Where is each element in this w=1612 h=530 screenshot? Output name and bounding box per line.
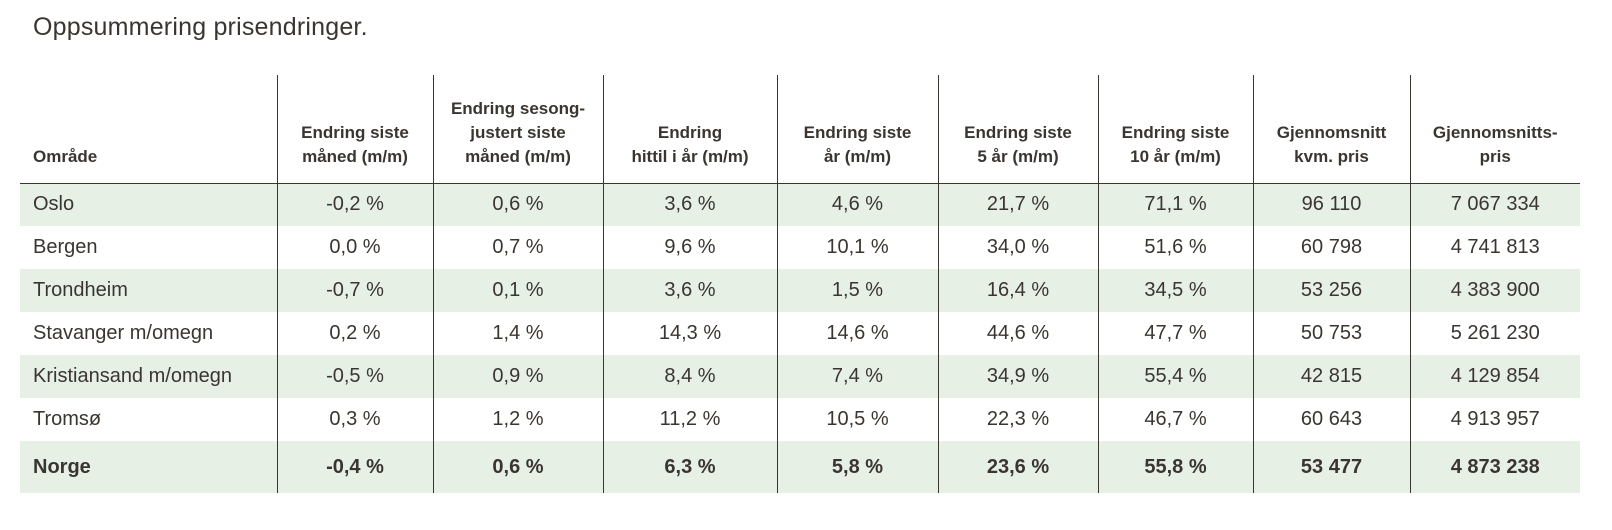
area-cell: Norge [20, 441, 277, 493]
value-cell: 4 913 957 [1409, 398, 1580, 441]
value-cell: -0,5 % [276, 355, 433, 398]
value-cell: 53 256 [1252, 269, 1410, 312]
area-cell: Oslo [20, 183, 277, 226]
value-cell: 60 643 [1252, 398, 1410, 441]
value-cell: 4 129 854 [1409, 355, 1580, 398]
column-header-endring-siste-ar: Endring siste år (m/m) [776, 75, 938, 184]
value-cell: 3,6 % [602, 269, 777, 312]
table-header: Område Endring siste måned (m/m) Endring… [20, 75, 1580, 184]
value-cell: 4,6 % [776, 183, 938, 226]
table-row: Tromsø 0,3 % 1,2 % 11,2 % 10,5 % 22,3 % 46,7 %… [20, 398, 1580, 441]
page-title: Oppsummering prisendringer. [33, 13, 368, 41]
value-cell: 5,8 % [776, 441, 938, 493]
column-header-omrade: Område [20, 75, 277, 184]
value-cell: -0,2 % [276, 183, 433, 226]
value-cell: 96 110 [1252, 183, 1410, 226]
value-cell: 0,9 % [432, 355, 603, 398]
value-cell: 1,2 % [432, 398, 603, 441]
value-cell: 6,3 % [602, 441, 777, 493]
value-cell: 71,1 % [1097, 183, 1253, 226]
column-header-gjennomsnitt-kvm-pris: Gjennomsnitt kvm. pris [1252, 75, 1410, 184]
value-cell: 10,1 % [776, 226, 938, 269]
value-cell: 21,7 % [937, 183, 1098, 226]
column-header-endring-sesongjustert-siste-maned: Endring sesong- justert siste måned (m/m… [432, 75, 603, 184]
column-header-endring-siste-maned: Endring siste måned (m/m) [276, 75, 433, 184]
value-cell: 0,1 % [432, 269, 603, 312]
value-cell: -0,7 % [276, 269, 433, 312]
value-cell: 53 477 [1252, 441, 1410, 493]
value-cell: 0,0 % [276, 226, 433, 269]
value-cell: 34,0 % [937, 226, 1098, 269]
value-cell: 60 798 [1252, 226, 1410, 269]
area-cell: Bergen [33, 236, 98, 258]
value-cell: 44,6 % [937, 312, 1098, 355]
value-cell: 4 741 813 [1409, 226, 1580, 269]
table-body: Oslo -0,2 % 0,6 % 3,6 % 4,6 % 21,7 % 71,1 % 96 … [20, 183, 1580, 493]
column-header-endring-siste-10-ar: Endring siste 10 år (m/m) [1097, 75, 1253, 184]
value-cell: 3,6 % [602, 183, 777, 226]
column-header-endring-siste-5-ar: Endring siste 5 år (m/m) [937, 75, 1098, 184]
value-cell: 5 261 230 [1409, 312, 1580, 355]
area-cell: Stavanger m/omegn [33, 322, 214, 344]
value-cell: 9,6 % [602, 226, 777, 269]
value-cell: -0,4 % [276, 441, 433, 493]
value-cell: 1,4 % [432, 312, 603, 355]
value-cell: 10,5 % [776, 398, 938, 441]
value-cell: 7,4 % [776, 355, 938, 398]
value-cell: 4 873 238 [1409, 441, 1580, 493]
value-cell: 42 815 [1252, 355, 1410, 398]
table-row: Trondheim -0,7 % 0,1 % 3,6 % 1,5 % 16,4 % 34,5… [20, 269, 1580, 312]
area-cell: Kristiansand m/omegn [20, 355, 277, 398]
value-cell: 23,6 % [937, 441, 1098, 493]
table-row: Stavanger m/omegn 0,2 % 1,4 % 14,3 % 14,6 % 4… [20, 312, 1580, 355]
column-header-gjennomsnittspris: Gjennomsnitts- pris [1409, 75, 1580, 184]
area-cell: Trondheim [20, 269, 277, 312]
value-cell: 34,5 % [1097, 269, 1253, 312]
value-cell: 1,5 % [776, 269, 938, 312]
value-cell: 22,3 % [937, 398, 1098, 441]
value-cell: 55,4 % [1097, 355, 1253, 398]
value-cell: 47,7 % [1097, 312, 1253, 355]
value-cell: 0,6 % [432, 183, 603, 226]
value-cell: 50 753 [1252, 312, 1410, 355]
value-cell: 0,7 % [432, 226, 603, 269]
value-cell: 0,6 % [432, 441, 603, 493]
value-cell: 0,2 % [276, 312, 433, 355]
value-cell: 0,3 % [276, 398, 433, 441]
price-summary-table: Område Endring siste måned (m/m) Endring… [20, 75, 1580, 493]
value-cell: 8,4 % [602, 355, 777, 398]
value-cell: 16,4 % [937, 269, 1098, 312]
value-cell: 14,6 % [776, 312, 938, 355]
value-cell: 51,6 % [1097, 226, 1253, 269]
table-row: Oslo -0,2 % 0,6 % 3,6 % 4,6 % 21,7 % 71,1 % 96 … [20, 183, 1580, 226]
value-cell: 34,9 % [937, 355, 1098, 398]
area-cell: Tromsø [33, 408, 102, 430]
table-row: Norge -0,4 % 0,6 % 6,3 % 5,8 % 23,6 % 55,8 % 53… [20, 441, 1580, 493]
value-cell: 14,3 % [602, 312, 777, 355]
value-cell: 7 067 334 [1409, 183, 1580, 226]
table-row: Bergen 0,0 % 0,7 % 9,6 % 10,1 % 34,0 % 51,6 % 6… [20, 226, 1580, 269]
value-cell: 4 383 900 [1409, 269, 1580, 312]
value-cell: 55,8 % [1097, 441, 1253, 493]
column-header-endring-hittil-i-ar: Endring hittil i år (m/m) [602, 75, 777, 184]
header-row: Område Endring siste måned (m/m) Endring… [20, 75, 1580, 184]
table-row: Kristiansand m/omegn -0,5 % 0,9 % 8,4 % 7,4 … [20, 355, 1580, 398]
value-cell: 11,2 % [602, 398, 777, 441]
value-cell: 46,7 % [1097, 398, 1253, 441]
